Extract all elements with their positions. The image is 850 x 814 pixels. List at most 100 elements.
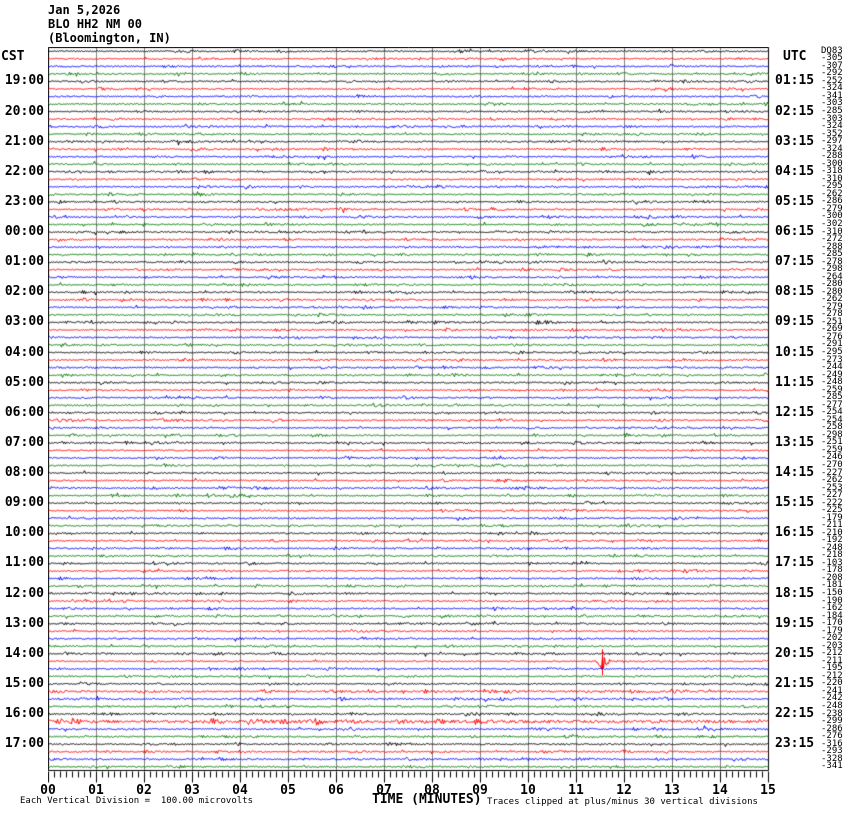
trace-offset-value: -316 [821, 739, 843, 749]
trace-offset-value: -286 [821, 724, 843, 734]
right-time-label: 06:15 [775, 224, 815, 239]
trace-offset-value: -324 [821, 144, 843, 154]
trace-offset-value: -162 [821, 603, 843, 613]
trace-offset-value: -184 [821, 611, 843, 621]
left-axis-title: CST [1, 49, 25, 64]
trace-offset-value: -195 [821, 663, 843, 673]
minute-tick-label: 07 [376, 783, 392, 798]
right-time-label: 18:15 [775, 586, 815, 601]
minute-tick-label: 06 [328, 783, 344, 798]
trace-offset-value: -202 [821, 633, 843, 643]
minute-tick-label: 13 [664, 783, 680, 798]
right-time-label: 13:15 [775, 435, 815, 450]
trace-offset-value: -277 [821, 400, 843, 410]
trace-offset-value: -300 [821, 211, 843, 221]
seismogram-plot[interactable] [48, 47, 770, 784]
right-time-label: 01:15 [775, 73, 815, 88]
trace-offset-value: -269 [821, 324, 843, 334]
right-time-label: 11:15 [775, 375, 815, 390]
trace-offset-value: -270 [821, 460, 843, 470]
trace-offset-value: -279 [821, 204, 843, 214]
left-time-label: 00:00 [4, 224, 44, 239]
left-time-label: 04:00 [4, 345, 44, 360]
minute-tick-label: 09 [472, 783, 488, 798]
right-time-label: 14:15 [775, 465, 815, 480]
trace-offset-value: -324 [821, 83, 843, 93]
left-time-label: 03:00 [4, 314, 44, 329]
trace-offset-value: -262 [821, 475, 843, 485]
trace-offset-value: -280 [821, 287, 843, 297]
left-time-label: 16:00 [4, 706, 44, 721]
trace-offset-value: -305 [821, 53, 843, 63]
trace-offset-value: -212 [821, 671, 843, 681]
trace-offset-value: -324 [821, 121, 843, 131]
header-location: (Bloomington, IN) [48, 31, 171, 45]
right-time-label: 02:15 [775, 104, 815, 119]
trace-offset-value: -244 [821, 362, 843, 372]
left-time-label: 17:00 [4, 736, 44, 751]
trace-offset-value: -293 [821, 746, 843, 756]
right-time-label: 10:15 [775, 345, 815, 360]
right-time-label: 03:15 [775, 134, 815, 149]
right-time-label: 22:15 [775, 706, 815, 721]
minute-tick-label: 05 [280, 783, 296, 798]
trace-offset-value: -192 [821, 535, 843, 545]
right-time-label: 09:15 [775, 314, 815, 329]
right-time-label: 12:15 [775, 405, 815, 420]
trace-offset-value: -252 [821, 76, 843, 86]
trace-offset-value: -248 [821, 701, 843, 711]
trace-offset-value: -303 [821, 114, 843, 124]
trace-offset-value: -178 [821, 565, 843, 575]
left-time-label: 05:00 [4, 375, 44, 390]
right-time-label: 23:15 [775, 736, 815, 751]
trace-offset-value: -218 [821, 550, 843, 560]
trace-offset-value: -170 [821, 618, 843, 628]
minute-tick-label: 03 [184, 783, 200, 798]
right-time-label: 16:15 [775, 525, 815, 540]
trace-offset-value: -303 [821, 98, 843, 108]
minute-tick-label: 00 [40, 783, 56, 798]
trace-offset-value: -285 [821, 392, 843, 402]
trace-offset-value: -297 [821, 136, 843, 146]
minute-tick-label: 11 [568, 783, 584, 798]
trace-offset-value: -103 [821, 558, 843, 568]
trace-offset-value: -179 [821, 513, 843, 523]
trace-offset-value: -288 [821, 242, 843, 252]
scale-note: Each Vertical Division = 100.00 microvol… [20, 796, 253, 806]
trace-offset-value: -278 [821, 257, 843, 267]
trace-offset-value: -318 [821, 166, 843, 176]
right-time-label: 04:15 [775, 164, 815, 179]
left-time-label: 06:00 [4, 405, 44, 420]
trace-offset-value: -272 [821, 234, 843, 244]
trace-offset-value: -310 [821, 174, 843, 184]
left-time-label: 12:00 [4, 586, 44, 601]
left-time-label: 08:00 [4, 465, 44, 480]
trace-offset-value: -203 [821, 641, 843, 651]
header-date: Jan 5,2026 [48, 3, 121, 17]
trace-offset-value: -286 [821, 196, 843, 206]
trace-offset-value: -295 [821, 181, 843, 191]
trace-offset-value: -280 [821, 279, 843, 289]
left-time-label: 15:00 [4, 676, 44, 691]
trace-offset-value: -208 [821, 573, 843, 583]
right-time-label: 05:15 [775, 194, 815, 209]
trace-offset-value: -251 [821, 437, 843, 447]
right-time-label: 20:15 [775, 646, 815, 661]
trace-offset-value: -307 [821, 61, 843, 71]
trace-offset-value: -292 [821, 68, 843, 78]
trace-offset-value: -227 [821, 468, 843, 478]
trace-offset-value: -238 [821, 709, 843, 719]
minute-tick-label: 12 [616, 783, 632, 798]
trace-offset-value: -254 [821, 415, 843, 425]
trace-offset-value: -227 [821, 490, 843, 500]
trace-offset-value: DQ83 [821, 46, 843, 56]
left-time-label: 11:00 [4, 555, 44, 570]
trace-offset-value: -278 [821, 309, 843, 319]
trace-offset-value: -262 [821, 294, 843, 304]
left-time-label: 20:00 [4, 104, 44, 119]
trace-offset-value: -276 [821, 332, 843, 342]
trace-offset-value: -310 [821, 227, 843, 237]
trace-offset-value: -298 [821, 264, 843, 274]
minute-tick-label: 15 [760, 783, 776, 798]
